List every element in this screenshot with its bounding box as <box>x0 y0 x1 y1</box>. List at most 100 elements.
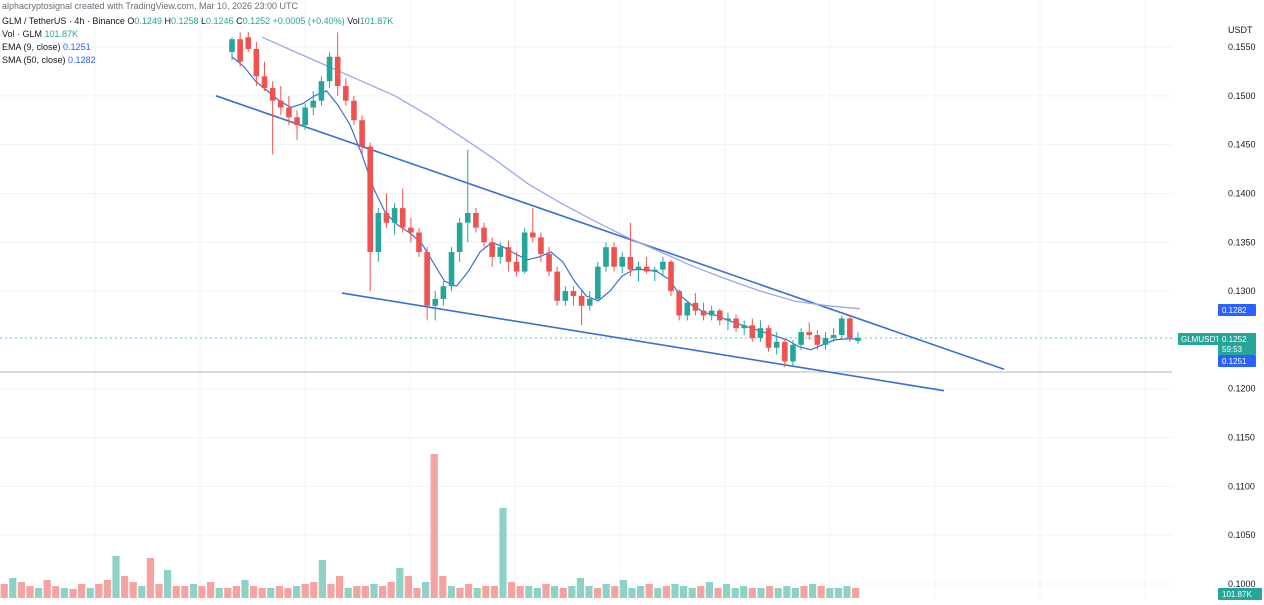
wedge-lower-line[interactable] <box>341 292 945 392</box>
candle-24[interactable] <box>424 247 430 321</box>
falling-wedge[interactable] <box>215 95 1005 392</box>
ema-tag: 0.1251 <box>1218 355 1256 367</box>
candle-33[interactable] <box>497 242 504 264</box>
candle-44[interactable] <box>586 291 593 311</box>
candle-16[interactable] <box>359 115 365 155</box>
sma-legend[interactable]: SMA (50, close) 0.1282 <box>2 55 96 66</box>
candle-65[interactable] <box>757 320 764 342</box>
candle-23[interactable] <box>416 227 422 257</box>
candle-49[interactable] <box>627 222 634 277</box>
candle-48[interactable] <box>619 252 626 274</box>
candle-73[interactable] <box>822 332 829 350</box>
candle-47[interactable] <box>611 242 617 272</box>
candle-71[interactable] <box>806 322 813 340</box>
volume-legend[interactable]: Vol · GLM 101.87K <box>2 29 78 40</box>
candle-18[interactable] <box>375 208 382 262</box>
candle-55[interactable] <box>676 289 682 321</box>
candle-39[interactable] <box>546 247 552 277</box>
candle-38[interactable] <box>538 232 544 262</box>
candle-36[interactable] <box>521 227 528 274</box>
candle-46[interactable] <box>603 242 609 272</box>
candle-69[interactable] <box>790 339 796 368</box>
candle-34[interactable] <box>505 240 512 272</box>
volume-bar-58 <box>499 508 507 598</box>
candle-17[interactable] <box>367 142 374 292</box>
candle-61[interactable] <box>725 312 731 331</box>
candle-32[interactable] <box>489 237 495 267</box>
candle-35[interactable] <box>513 252 520 277</box>
candlesticks[interactable] <box>229 32 861 368</box>
candle-25[interactable] <box>432 291 439 321</box>
volume-bar-36 <box>310 582 318 598</box>
volume-bar-93 <box>800 586 808 598</box>
candle-63[interactable] <box>741 320 747 336</box>
candle-43[interactable] <box>578 291 585 326</box>
candle-7[interactable] <box>286 95 292 126</box>
candle-0[interactable] <box>229 37 235 61</box>
volume-bar-0 <box>0 584 8 598</box>
candle-74[interactable] <box>830 328 837 342</box>
price-tick-10: 0.1000 <box>1228 579 1256 589</box>
candle-56[interactable] <box>684 300 691 321</box>
price-tick-2: 0.1450 <box>1228 140 1256 150</box>
candle-26[interactable] <box>440 281 447 306</box>
candle-42[interactable] <box>570 286 577 306</box>
candle-57[interactable] <box>692 293 699 316</box>
wedge-upper-line[interactable] <box>215 95 1005 370</box>
volume-bar-74 <box>637 586 645 598</box>
candle-68[interactable] <box>782 339 788 368</box>
candle-52[interactable] <box>651 266 658 282</box>
candle-12[interactable] <box>326 51 333 89</box>
candle-51[interactable] <box>643 256 650 274</box>
candle-40[interactable] <box>554 266 560 306</box>
candle-19[interactable] <box>383 193 390 228</box>
candle-27[interactable] <box>448 247 455 292</box>
candle-29[interactable] <box>464 149 471 243</box>
candle-1[interactable] <box>237 32 243 67</box>
candle-64[interactable] <box>749 318 756 342</box>
candle-37[interactable] <box>530 208 536 243</box>
candle-30[interactable] <box>473 208 479 233</box>
candle-60[interactable] <box>716 308 723 326</box>
candle-10[interactable] <box>310 90 317 116</box>
ema-legend[interactable]: EMA (9, close) 0.1251 <box>2 42 91 53</box>
candle-66[interactable] <box>765 325 772 352</box>
candle-4[interactable] <box>261 61 268 91</box>
sma-tag: 0.1282 <box>1218 304 1256 316</box>
candle-54[interactable] <box>668 259 674 296</box>
candle-20[interactable] <box>391 203 398 235</box>
candle-2[interactable] <box>245 32 252 52</box>
volume-bar-78 <box>671 584 679 598</box>
candle-50[interactable] <box>635 261 642 282</box>
candle-75[interactable] <box>838 315 845 340</box>
candle-21[interactable] <box>399 188 406 233</box>
candle-77[interactable] <box>855 332 861 344</box>
candle-58[interactable] <box>700 302 707 321</box>
candle-8[interactable] <box>294 110 300 140</box>
candle-14[interactable] <box>343 78 349 106</box>
candle-76[interactable] <box>847 314 853 342</box>
candle-53[interactable] <box>660 256 666 277</box>
candle-13[interactable] <box>334 32 341 96</box>
candle-62[interactable] <box>733 314 739 333</box>
symbol-legend[interactable]: GLM / TetherUS · 4h · Binance O0.1249 H0… <box>2 16 393 27</box>
candle-70[interactable] <box>798 328 804 350</box>
candle-11[interactable] <box>318 76 325 106</box>
candle-31[interactable] <box>481 222 487 248</box>
candle-28[interactable] <box>456 217 463 262</box>
candle-59[interactable] <box>708 305 715 321</box>
candle-67[interactable] <box>773 332 780 355</box>
candle-72[interactable] <box>814 330 821 350</box>
candle-15[interactable] <box>351 95 357 126</box>
candle-6[interactable] <box>277 86 284 116</box>
candle-3[interactable] <box>253 42 260 87</box>
price-axis[interactable]: USDT 0.1550 0.1500 0.1450 0.1400 0.1350 0.130… <box>1228 25 1256 589</box>
candle-45[interactable] <box>595 261 601 301</box>
candle-22[interactable] <box>408 217 414 243</box>
candle-9[interactable] <box>302 103 308 130</box>
candle-41[interactable] <box>562 286 569 306</box>
candle-5[interactable] <box>269 81 276 155</box>
symbol-title[interactable]: GLM / TetherUS · 4h · Binance <box>2 16 125 26</box>
